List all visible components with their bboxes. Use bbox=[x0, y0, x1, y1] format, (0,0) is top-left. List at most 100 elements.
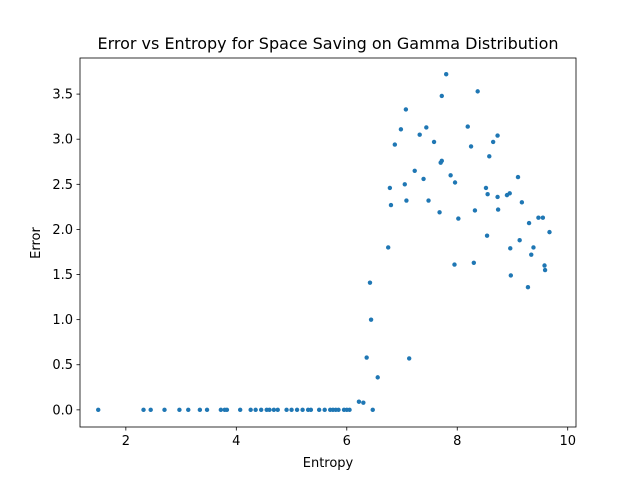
data-point bbox=[224, 407, 230, 413]
data-point bbox=[547, 229, 552, 235]
y-tick-label: 3.5 bbox=[52, 88, 73, 103]
data-point bbox=[495, 133, 500, 138]
data-point bbox=[417, 132, 422, 137]
y-tick-label: 1.0 bbox=[52, 313, 73, 328]
data-point bbox=[465, 124, 470, 129]
data-point bbox=[508, 273, 514, 278]
y-axis: 0.0 0.5 1.0 1.5 2.0 2.5 3.0 3.5 bbox=[52, 88, 80, 418]
y-tick-label: 1.5 bbox=[52, 268, 73, 283]
data-point bbox=[515, 174, 521, 180]
data-point bbox=[526, 220, 532, 226]
plot-frame bbox=[79, 57, 577, 428]
data-point bbox=[452, 180, 458, 185]
data-point bbox=[452, 262, 457, 267]
data-point bbox=[289, 407, 294, 413]
data-point bbox=[517, 238, 522, 243]
data-point bbox=[431, 139, 437, 145]
data-point bbox=[508, 246, 513, 251]
data-point bbox=[472, 208, 478, 213]
data-point bbox=[471, 260, 477, 265]
data-point bbox=[437, 210, 442, 215]
data-point bbox=[439, 93, 444, 99]
data-point bbox=[204, 407, 210, 413]
data-point bbox=[237, 407, 243, 413]
x-tick-label: 8 bbox=[453, 434, 461, 449]
data-point bbox=[316, 407, 322, 413]
data-point bbox=[370, 407, 375, 413]
data-point bbox=[483, 185, 489, 191]
data-point bbox=[485, 192, 490, 197]
data-point bbox=[248, 407, 253, 413]
data-point bbox=[507, 191, 512, 196]
data-point bbox=[368, 317, 374, 322]
data-point bbox=[336, 407, 341, 413]
y-tick-label: 2.5 bbox=[52, 178, 73, 193]
data-point bbox=[540, 215, 546, 220]
data-point bbox=[388, 202, 394, 208]
data-point bbox=[403, 107, 409, 112]
data-point bbox=[529, 252, 534, 257]
y-tick-label: 0.5 bbox=[52, 358, 73, 373]
data-point bbox=[294, 407, 300, 413]
data-point bbox=[490, 139, 496, 145]
data-point bbox=[364, 355, 369, 360]
data-point bbox=[542, 263, 547, 268]
data-point bbox=[456, 216, 461, 221]
data-point bbox=[218, 407, 224, 413]
data-point bbox=[439, 158, 444, 164]
y-tick-label: 0.0 bbox=[52, 403, 73, 418]
data-point bbox=[308, 407, 314, 413]
data-point bbox=[96, 407, 101, 413]
data-point bbox=[531, 245, 536, 250]
y-axis-label: Error bbox=[29, 227, 44, 259]
data-point bbox=[392, 142, 398, 147]
data-point bbox=[186, 407, 191, 413]
data-point bbox=[424, 125, 429, 130]
data-point bbox=[356, 399, 362, 404]
data-point bbox=[421, 176, 426, 182]
x-axis: 2 4 6 8 10 bbox=[122, 427, 576, 449]
data-point bbox=[536, 215, 541, 220]
data-point bbox=[487, 154, 492, 159]
data-point bbox=[398, 127, 404, 132]
data-point bbox=[141, 407, 146, 413]
data-point bbox=[162, 407, 167, 413]
x-tick-label: 4 bbox=[232, 434, 240, 449]
data-point bbox=[475, 89, 480, 94]
data-point bbox=[444, 72, 449, 77]
data-point bbox=[284, 407, 289, 413]
y-tick-label: 2.0 bbox=[52, 223, 73, 238]
data-point bbox=[402, 182, 407, 187]
data-point bbox=[275, 407, 280, 413]
x-tick-label: 6 bbox=[343, 434, 351, 449]
x-axis-label: Entropy bbox=[303, 456, 354, 471]
data-point bbox=[197, 407, 203, 413]
points-layer bbox=[96, 72, 552, 413]
data-point bbox=[495, 207, 501, 212]
x-tick-label: 2 bbox=[122, 434, 130, 449]
data-point bbox=[519, 200, 525, 205]
data-point bbox=[361, 400, 366, 405]
data-point bbox=[387, 185, 393, 191]
data-point bbox=[322, 407, 327, 413]
y-tick-label: 3.0 bbox=[52, 133, 73, 148]
data-point bbox=[253, 407, 258, 413]
data-point bbox=[367, 280, 373, 285]
data-point bbox=[448, 173, 453, 178]
data-point bbox=[426, 198, 431, 203]
data-point bbox=[386, 245, 391, 250]
x-tick-label: 10 bbox=[559, 434, 576, 449]
data-point bbox=[375, 375, 380, 380]
data-point bbox=[148, 407, 153, 413]
data-point bbox=[300, 407, 305, 413]
data-point bbox=[484, 233, 490, 238]
chart-title: Error vs Entropy for Space Saving on Gam… bbox=[97, 34, 558, 53]
data-point bbox=[258, 407, 264, 413]
data-point bbox=[468, 144, 474, 149]
data-point bbox=[347, 407, 352, 413]
data-point bbox=[267, 407, 272, 413]
data-point bbox=[542, 267, 548, 273]
data-point bbox=[406, 356, 412, 361]
